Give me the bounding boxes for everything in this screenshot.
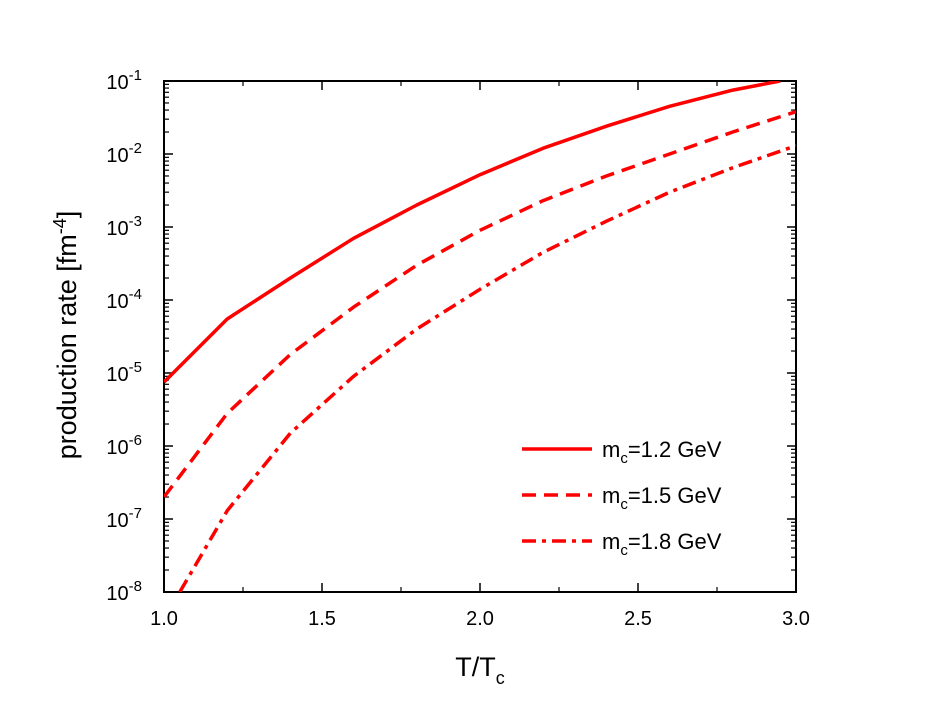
y-tick-label: 10-1 <box>106 67 142 94</box>
x-axis-label: T/Tc <box>455 652 505 688</box>
series-line-3 <box>178 144 796 592</box>
x-tick-label: 2.0 <box>466 608 494 630</box>
y-tick-label: 10-7 <box>106 505 142 532</box>
legend: mc=1.2 GeV mc=1.5 GeV mc=1.8 GeV <box>522 437 722 559</box>
plot-frame <box>163 80 797 593</box>
series-layer <box>164 81 796 592</box>
legend-label: mc=1.2 GeV <box>602 437 722 467</box>
legend-label: mc=1.5 GeV <box>602 483 722 513</box>
x-tick-label: 3.0 <box>782 608 810 630</box>
y-tick-label: 10-4 <box>106 286 142 313</box>
series-line-2 <box>164 110 796 499</box>
x-tick-label: 1.5 <box>308 608 336 630</box>
y-tick-label: 10-6 <box>106 432 142 459</box>
x-tick-label: 2.5 <box>624 608 652 630</box>
legend-label: mc=1.8 GeV <box>602 529 722 559</box>
series-line-1 <box>164 81 781 384</box>
legend-item-3: mc=1.8 GeV <box>522 529 722 559</box>
y-tick-label: 10-8 <box>106 578 142 605</box>
legend-item-2: mc=1.5 GeV <box>522 483 722 513</box>
y-tick-label: 10-2 <box>106 140 142 167</box>
y-tick-label: 10-5 <box>106 359 142 386</box>
x-tick-label: 1.0 <box>150 608 178 630</box>
y-tick-label: 10-3 <box>106 213 142 240</box>
axes: 1.0 1.5 2.0 2.5 3.0 10-8 10-7 10-6 10-5 10-4 10-3 1… <box>106 67 810 630</box>
legend-item-1: mc=1.2 GeV <box>522 437 722 467</box>
y-axis-label: production rate [fm-4] <box>50 211 82 460</box>
